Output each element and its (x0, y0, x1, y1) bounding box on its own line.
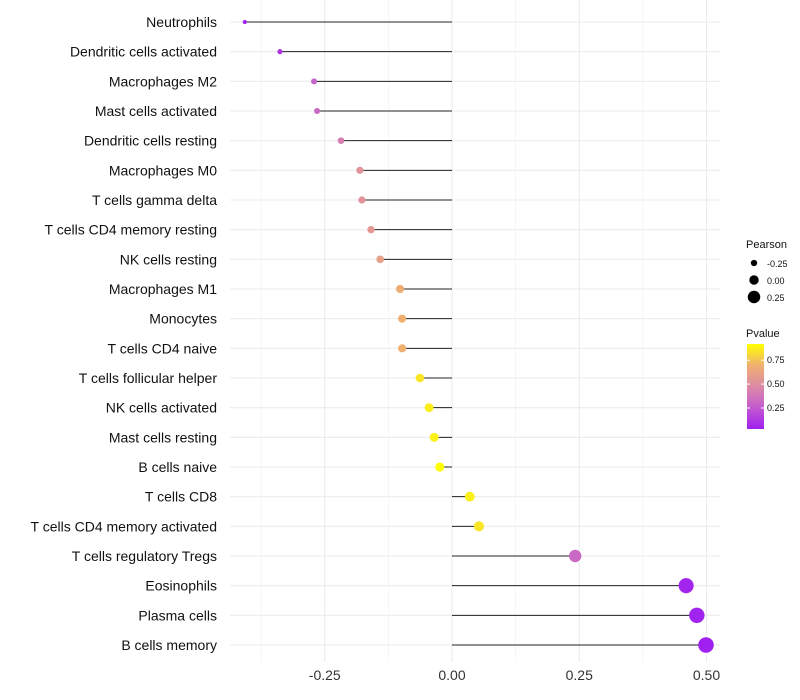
lollipop-point (689, 607, 705, 624)
lollipop-point (678, 578, 694, 594)
size-legend-dot (749, 275, 759, 285)
lollipop-point (424, 403, 434, 413)
lollipop-point (398, 344, 407, 353)
y-tick-label: Dendritic cells activated (70, 44, 217, 60)
y-tick-label: Eosinophils (145, 578, 217, 594)
y-tick-label: Plasma cells (138, 607, 217, 623)
lollipop-point (398, 314, 407, 323)
color-legend-label: 0.75 (767, 355, 785, 365)
y-tick-label: T cells CD4 naive (108, 340, 218, 356)
y-tick-label: T cells follicular helper (79, 370, 218, 386)
size-legend-dot (750, 259, 758, 267)
lollipop-point (242, 19, 248, 25)
x-tick-label: -0.25 (309, 667, 341, 683)
size-legend-title: Pearson (746, 239, 787, 251)
lollipop-point (277, 49, 283, 55)
size-legend-label: -0.25 (767, 259, 788, 269)
lollipop-point (473, 521, 485, 532)
y-tick-label: B cells naive (138, 459, 217, 475)
lollipop-point (429, 432, 439, 442)
lollipop-point (367, 225, 375, 234)
x-tick-label: 0.25 (566, 667, 593, 683)
color-legend-label: 0.25 (767, 403, 785, 413)
y-tick-label: Macrophages M2 (109, 73, 217, 89)
y-tick-label: T cells gamma delta (92, 192, 217, 208)
lollipop-point (568, 549, 582, 563)
size-legend-label: 0.25 (767, 293, 785, 303)
y-tick-label: B cells memory (121, 637, 217, 653)
lollipop-point (464, 491, 475, 502)
lollipop-point (698, 637, 714, 653)
color-legend-bar (747, 344, 764, 429)
color-legend-title: Pvalue (746, 328, 780, 340)
y-tick-label: Monocytes (149, 311, 217, 327)
lollipop-point (396, 284, 405, 294)
lollipop-point (415, 373, 425, 383)
size-legend-label: 0.00 (767, 276, 785, 286)
lollipop-point (376, 255, 385, 264)
y-tick-label: NK cells activated (106, 400, 217, 416)
y-tick-label: Macrophages M1 (109, 281, 217, 297)
y-tick-label: Macrophages M0 (109, 162, 217, 178)
x-tick-label: 0.50 (693, 667, 720, 683)
color-legend-label: 0.50 (767, 379, 785, 389)
lollipop-point (314, 107, 321, 115)
size-legend-dot (747, 290, 761, 304)
y-tick-label: NK cells resting (120, 251, 217, 267)
lollipop-point (311, 78, 318, 85)
y-tick-label: Mast cells activated (95, 103, 217, 119)
y-tick-label: T cells CD4 memory resting (45, 222, 217, 238)
y-tick-label: Neutrophils (146, 14, 217, 30)
lollipop-point (356, 166, 364, 174)
y-tick-label: Dendritic cells resting (84, 133, 217, 149)
y-tick-label: T cells regulatory Tregs (72, 548, 217, 564)
y-tick-label: Mast cells resting (109, 429, 217, 445)
lollipop-point (337, 137, 345, 145)
lollipop-point (358, 196, 366, 204)
y-tick-label: T cells CD4 memory activated (31, 518, 217, 534)
lollipop-point (435, 462, 445, 472)
y-tick-label: T cells CD8 (145, 489, 217, 505)
x-tick-label: 0.00 (438, 667, 465, 683)
